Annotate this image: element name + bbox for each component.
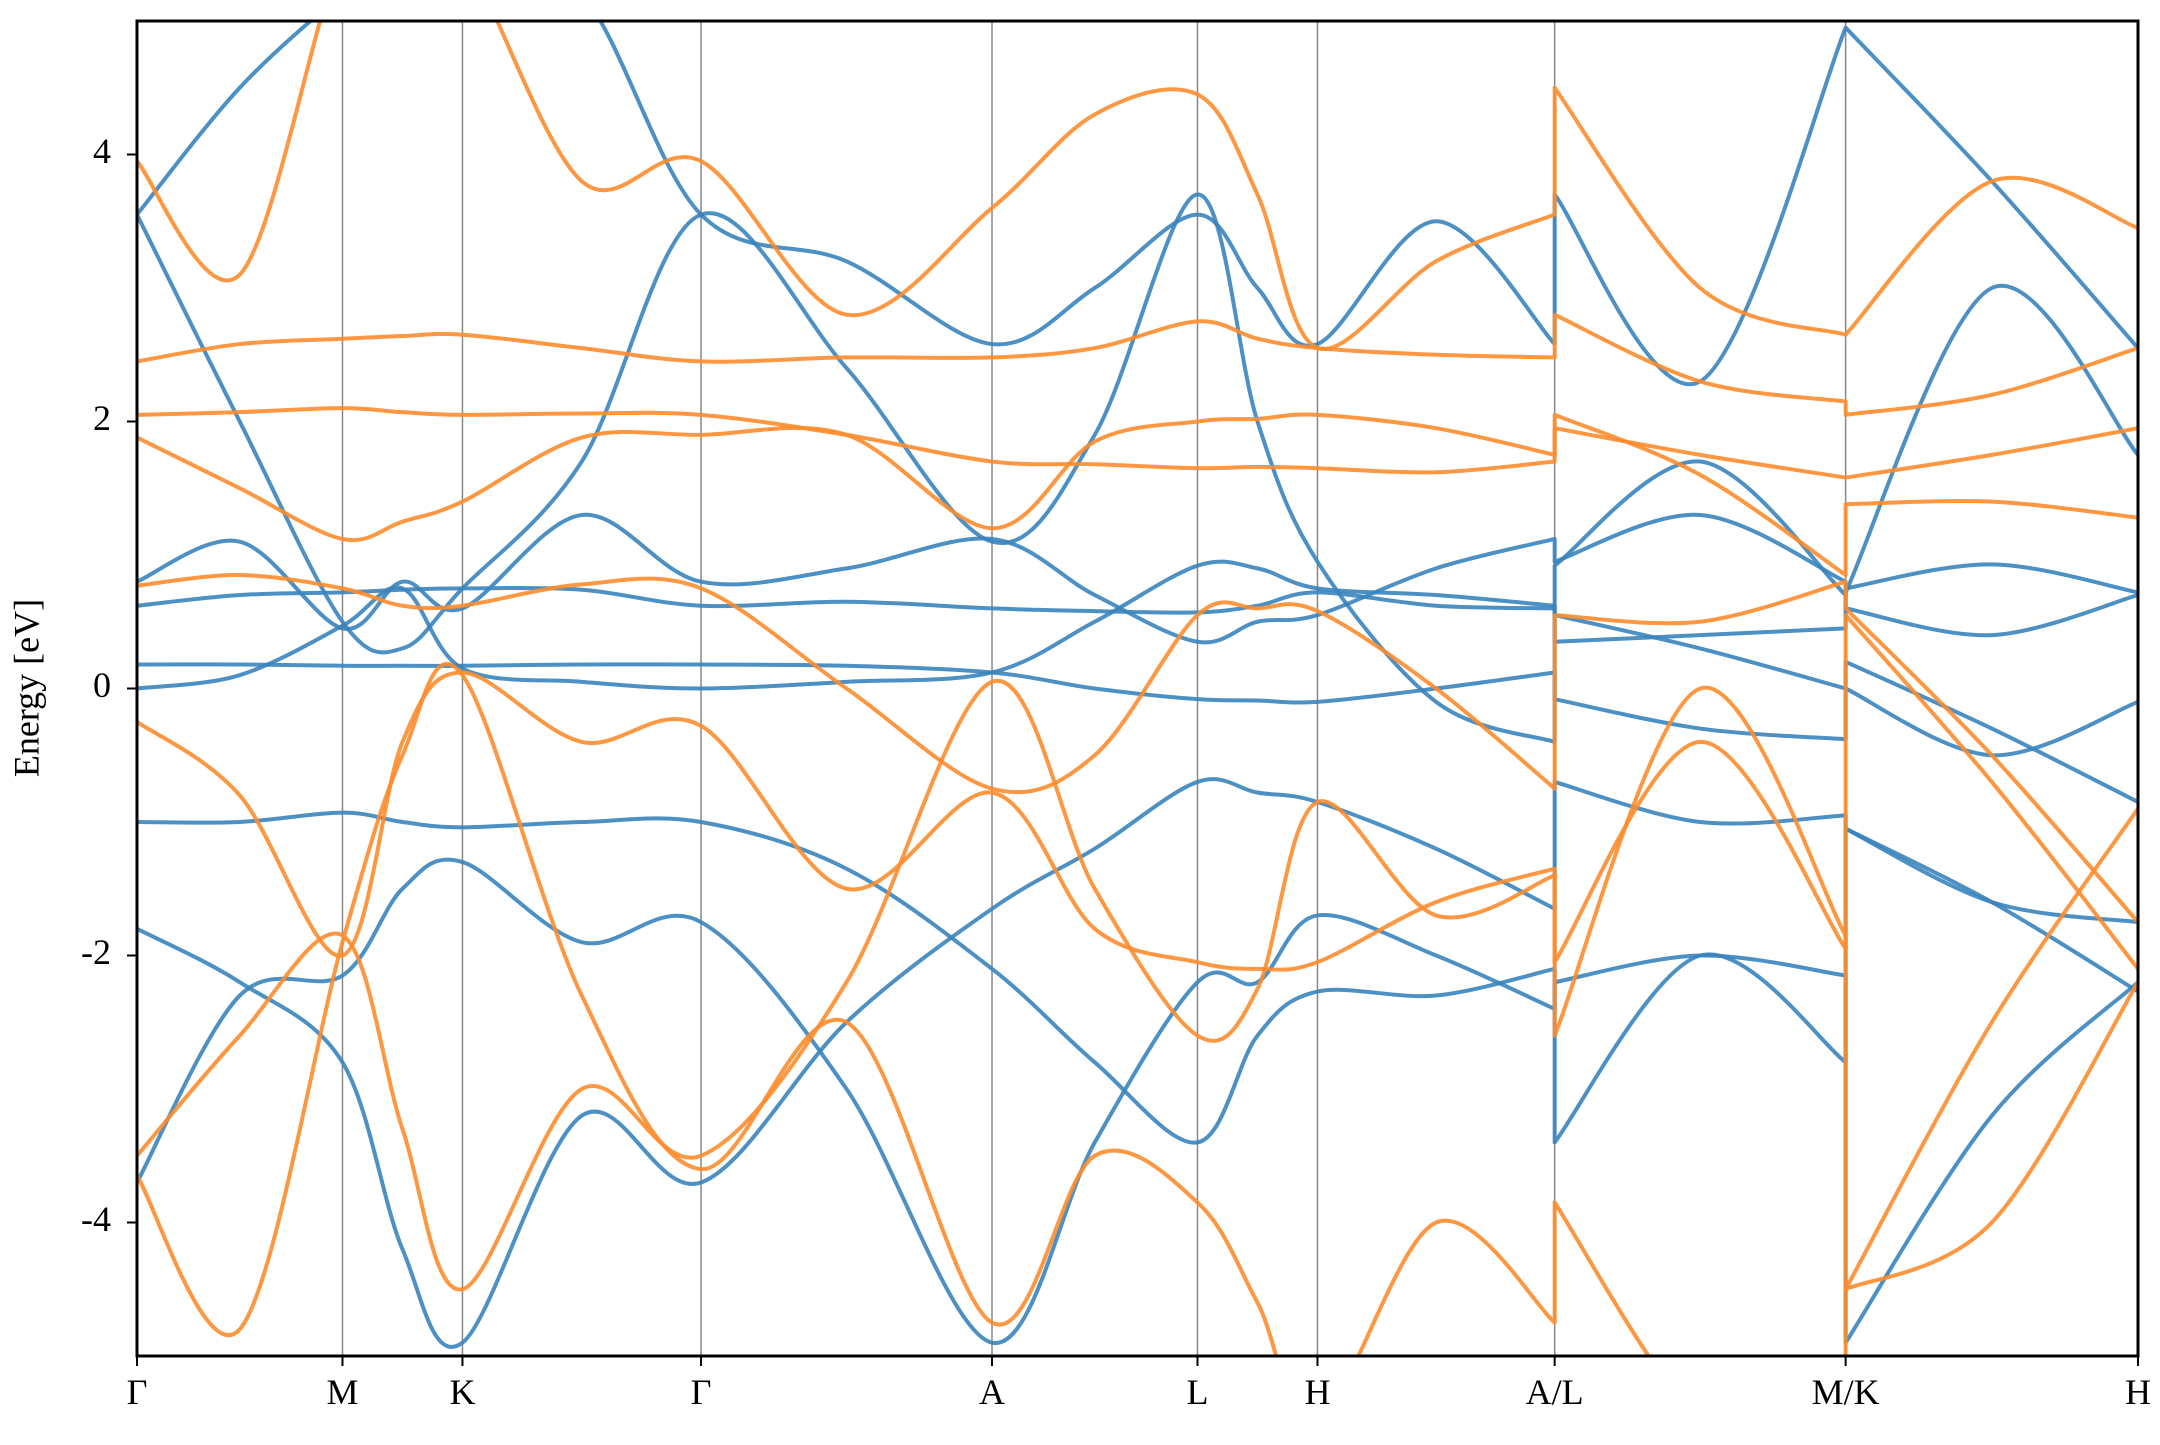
x-tick-label: Γ [127,1372,148,1412]
x-tick-label: H [2125,1372,2151,1412]
band-line [137,312,2138,417]
band-line [137,21,2138,387]
y-tick-label: 4 [93,131,111,171]
bands [137,21,2138,1356]
x-tick-label: M/K [1812,1372,1880,1412]
x-tick-label: K [449,1372,475,1412]
x-tick-label: A [979,1372,1005,1412]
band-line [137,857,2138,1345]
band-line [137,412,2138,578]
band-line [137,406,2138,480]
y-tick-label: 0 [93,665,111,705]
band-line [137,659,2138,804]
x-tick-label: H [1304,1372,1330,1412]
band-line [137,512,2138,645]
band-line [137,810,2138,1145]
band-line [137,21,2138,352]
x-tick-label: A/L [1526,1372,1584,1412]
band-line [137,573,2138,925]
band-line [137,777,2138,1349]
band-line [137,613,2138,972]
band-line [137,559,2138,758]
x-tick-label: L [1186,1372,1208,1412]
y-axis-label: Energy [eV] [6,599,46,777]
band-line [137,678,2138,1292]
band-line [137,192,2138,744]
x-tick-label: Γ [691,1372,712,1412]
y-tick-label: -4 [81,1199,111,1239]
y-tick-label: 2 [93,398,111,438]
ticks: Γ M K Γ A L H A/L M/K H -4 -2 0 2 4 [81,131,2151,1412]
x-tick-label: M [326,1372,358,1412]
band-line [137,661,2138,1356]
y-tick-label: -2 [81,932,111,972]
